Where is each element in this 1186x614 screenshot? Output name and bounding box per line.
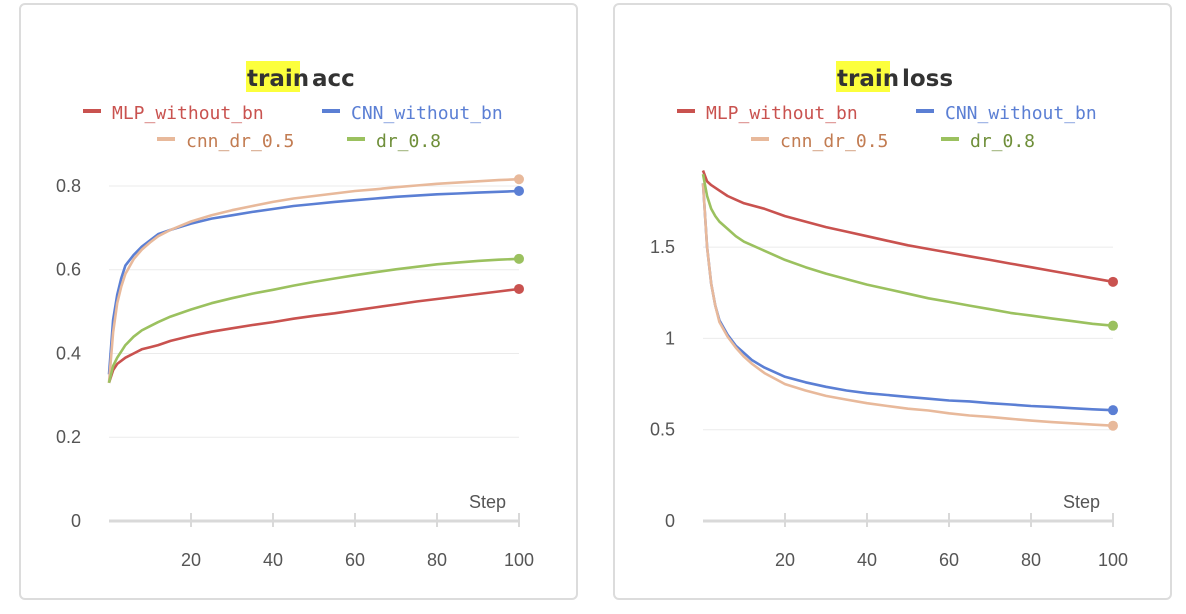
train-acc-chart: train acc MLP_without_bn CNN_without_bn …	[56, 61, 534, 570]
train-loss-chart: train loss MLP_without_bn CNN_without_bn…	[650, 61, 1128, 570]
legend-label-cnn-dr: cnn_dr_0.5	[780, 131, 888, 152]
series-line-dr_0.8	[107, 257, 520, 384]
series-lines	[701, 170, 1118, 431]
chart-panel-train-loss: train loss MLP_without_bn CNN_without_bn…	[613, 3, 1172, 600]
series-line-cnn_dr_0.5	[107, 177, 520, 383]
series-line-MLP_without_bn	[107, 287, 520, 384]
x-tick-label: 100	[1098, 550, 1128, 570]
series-end-point-cnn_dr_0.5	[514, 174, 524, 185]
chart-panel-train-acc: train acc MLP_without_bn CNN_without_bn …	[19, 3, 578, 600]
series-end-point-dr_0.8	[514, 253, 524, 264]
y-tick-label: 1	[665, 328, 675, 348]
chart-title-rest: loss	[902, 66, 953, 92]
grid-lines	[109, 185, 519, 438]
series-end-point-MLP_without_bn	[1108, 276, 1118, 287]
y-tick-label: 0.5	[650, 420, 675, 440]
legend-label-cnn: CNN_without_bn	[945, 103, 1097, 124]
legend-label-cnn-dr: cnn_dr_0.5	[186, 131, 294, 152]
series-line-dr_0.8	[701, 173, 1114, 327]
y-tick-label: 0.4	[56, 343, 81, 363]
series-end-point-CNN_without_bn	[1108, 405, 1118, 416]
series-line-CNN_without_bn	[701, 183, 1114, 412]
legend-label-mlp: MLP_without_bn	[706, 103, 858, 124]
series-end-point-cnn_dr_0.5	[1108, 420, 1118, 431]
y-tick-label: 0.2	[56, 427, 81, 447]
x-tick-label: 20	[181, 550, 201, 570]
series-lines	[107, 174, 524, 384]
y-tick-label: 0.8	[56, 176, 81, 196]
series-line-MLP_without_bn	[701, 170, 1114, 284]
chart-title-highlight: train	[837, 66, 899, 92]
legend: MLP_without_bn CNN_without_bn cnn_dr_0.5…	[677, 103, 1097, 152]
y-tick-labels: 0 0.2 0.4 0.6 0.8	[56, 176, 81, 531]
y-tick-label: 0	[71, 511, 81, 531]
x-tick-label: 60	[345, 550, 365, 570]
series-end-point-dr_0.8	[1108, 320, 1118, 331]
x-ticks: 20 40 60 80 100	[775, 513, 1128, 570]
x-tick-label: 80	[1021, 550, 1041, 570]
legend-label-mlp: MLP_without_bn	[112, 103, 264, 124]
y-tick-label: 0	[665, 511, 675, 531]
chart-title-rest: acc	[312, 66, 355, 92]
legend-label-dr: dr_0.8	[376, 131, 441, 152]
legend-label-cnn: CNN_without_bn	[351, 103, 503, 124]
chart-title-highlight: train	[247, 66, 309, 92]
series-end-point-CNN_without_bn	[514, 185, 524, 196]
x-ticks: 20 40 60 80 100	[181, 513, 534, 570]
x-tick-label: 40	[263, 550, 283, 570]
x-tick-label: 20	[775, 550, 795, 570]
series-line-cnn_dr_0.5	[701, 183, 1114, 427]
legend-label-dr: dr_0.8	[970, 131, 1035, 152]
x-axis-label: Step	[469, 492, 506, 512]
title-highlight	[246, 61, 300, 92]
y-tick-label: 0.6	[56, 260, 81, 280]
series-line-CNN_without_bn	[107, 189, 520, 375]
x-tick-label: 40	[857, 550, 877, 570]
legend: MLP_without_bn CNN_without_bn cnn_dr_0.5…	[83, 103, 503, 152]
y-tick-label: 1.5	[650, 237, 675, 257]
title-highlight	[836, 61, 890, 92]
x-tick-label: 60	[939, 550, 959, 570]
x-tick-label: 80	[427, 550, 447, 570]
series-end-point-MLP_without_bn	[514, 283, 524, 294]
y-tick-labels: 0 0.5 1 1.5	[650, 237, 675, 531]
x-axis-label: Step	[1063, 492, 1100, 512]
grid-lines	[703, 246, 1113, 431]
x-tick-label: 100	[504, 550, 534, 570]
